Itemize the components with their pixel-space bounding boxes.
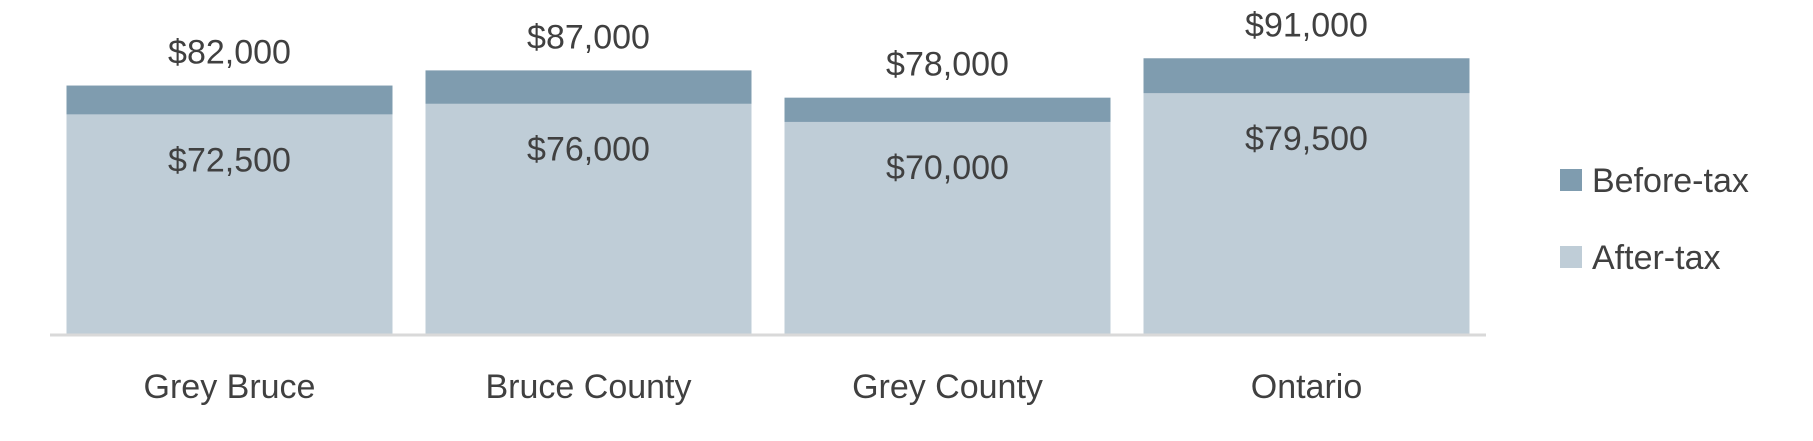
legend-label-after-tax: After-tax (1592, 239, 1720, 277)
category-labels-group: Grey Bruce Bruce County Grey County Ontario (144, 368, 1363, 406)
bar-after-tax-0 (66, 114, 393, 334)
value-label-before-tax-2: $78,000 (886, 46, 1009, 84)
legend: Before-tax After-tax (1560, 162, 1749, 277)
value-label-after-tax-0: $72,500 (168, 141, 291, 179)
bar-after-tax-2 (784, 121, 1111, 335)
value-label-before-tax-1: $87,000 (527, 18, 650, 56)
value-label-after-tax-2: $70,000 (886, 149, 1009, 187)
bar-after-tax-1 (425, 103, 752, 334)
category-label-3: Ontario (1251, 368, 1363, 406)
value-label-before-tax-0: $82,000 (168, 34, 291, 72)
legend-label-before-tax: Before-tax (1592, 162, 1749, 200)
category-label-2: Grey County (852, 368, 1043, 406)
legend-swatch-after-tax (1560, 246, 1582, 268)
legend-swatch-before-tax (1560, 169, 1582, 191)
category-label-0: Grey Bruce (144, 368, 316, 406)
bars-group (66, 58, 1470, 335)
bar-after-tax-3 (1143, 93, 1470, 335)
value-label-before-tax-3: $91,000 (1245, 6, 1368, 44)
value-label-after-tax-1: $76,000 (527, 131, 650, 169)
value-labels-group: $82,000 $72,500 $87,000 $76,000 $78,000 $70,0… (168, 6, 1368, 187)
value-label-after-tax-3: $79,500 (1245, 120, 1368, 158)
category-label-1: Bruce County (486, 368, 692, 406)
